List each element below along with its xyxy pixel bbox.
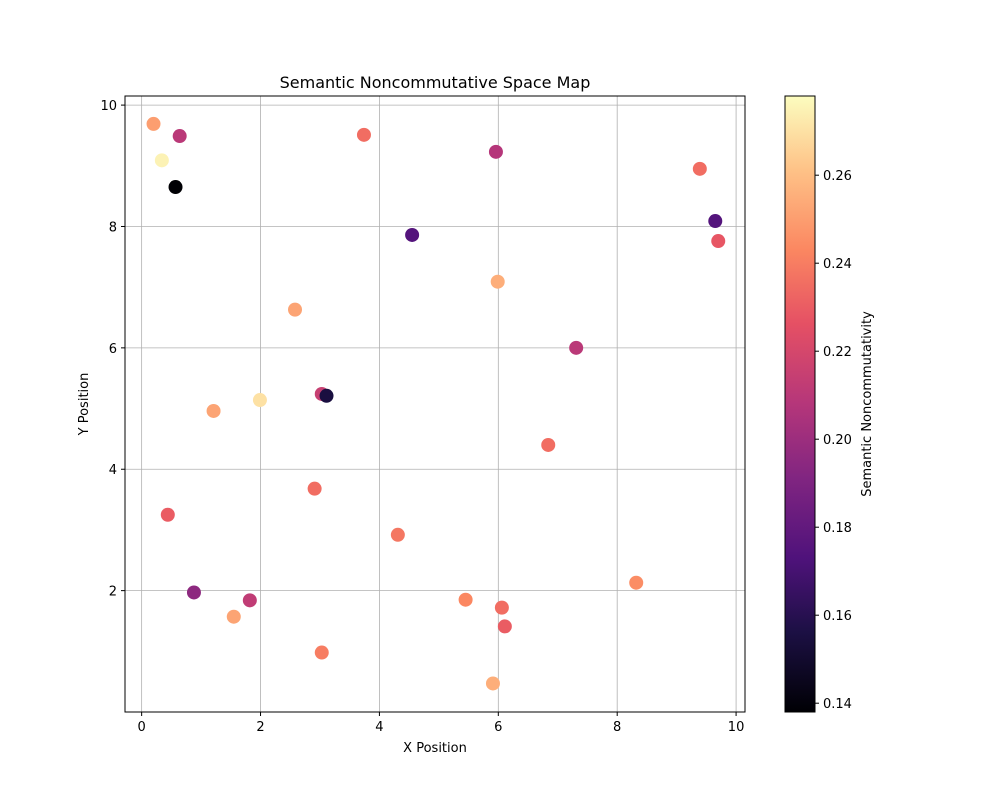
data-point — [692, 161, 707, 176]
data-point — [390, 527, 405, 542]
y-tick-label: 8 — [109, 220, 117, 235]
y-tick-label: 4 — [109, 463, 117, 478]
y-tick-label: 6 — [109, 342, 117, 357]
data-point — [488, 144, 503, 159]
y-tick-label: 10 — [100, 99, 117, 114]
data-point — [629, 575, 644, 590]
data-point — [711, 234, 726, 249]
data-point — [146, 116, 161, 131]
colorbar-tick-label: 0.18 — [823, 521, 852, 536]
y-ticks: 2 4 6 8 10 — [100, 99, 125, 600]
grid — [125, 96, 745, 712]
x-tick-label: 0 — [138, 720, 146, 735]
colorbar-tick-label: 0.14 — [823, 697, 852, 712]
data-point — [288, 302, 303, 317]
data-point — [242, 593, 257, 608]
x-ticks: 0 2 4 6 8 10 — [138, 712, 745, 735]
x-tick-label: 4 — [375, 720, 383, 735]
x-tick-label: 2 — [256, 720, 264, 735]
data-point — [252, 393, 267, 408]
data-point — [172, 129, 187, 144]
x-tick-label: 6 — [494, 720, 502, 735]
colorbar-tick-label: 0.24 — [823, 257, 852, 272]
colorbar-ticks: 0.14 0.16 0.18 0.20 0.22 0.24 0.26 — [815, 169, 852, 712]
data-point — [226, 609, 241, 624]
data-point — [708, 214, 723, 229]
data-point — [494, 600, 509, 615]
data-point — [541, 437, 556, 452]
y-tick-label: 2 — [109, 585, 117, 600]
x-axis-label: X Position — [403, 741, 467, 756]
data-point — [307, 481, 322, 496]
data-point — [569, 340, 584, 355]
data-point — [490, 274, 505, 289]
colorbar-tick-label: 0.16 — [823, 609, 852, 624]
data-point — [319, 388, 334, 403]
data-point — [497, 619, 512, 634]
data-point — [168, 180, 183, 195]
x-tick-label: 10 — [728, 720, 745, 735]
data-point — [314, 645, 329, 660]
data-point — [485, 676, 500, 691]
y-axis-label: Y Position — [77, 373, 92, 437]
colorbar-tick-label: 0.26 — [823, 169, 852, 184]
data-point — [405, 227, 420, 242]
x-tick-label: 8 — [613, 720, 621, 735]
data-point — [206, 403, 221, 418]
colorbar — [784, 95, 816, 713]
data-point — [458, 592, 473, 607]
colorbar-tick-label: 0.20 — [823, 433, 852, 448]
colorbar-tick-label: 0.22 — [823, 345, 852, 360]
data-point — [186, 585, 201, 600]
data-point — [154, 153, 169, 168]
data-point — [356, 127, 371, 142]
data-point — [160, 507, 175, 522]
points — [146, 116, 726, 691]
chart-title: Semantic Noncommutative Space Map — [280, 73, 591, 92]
plot-frame — [124, 95, 746, 713]
colorbar-label: Semantic Noncommutativity — [860, 311, 875, 497]
